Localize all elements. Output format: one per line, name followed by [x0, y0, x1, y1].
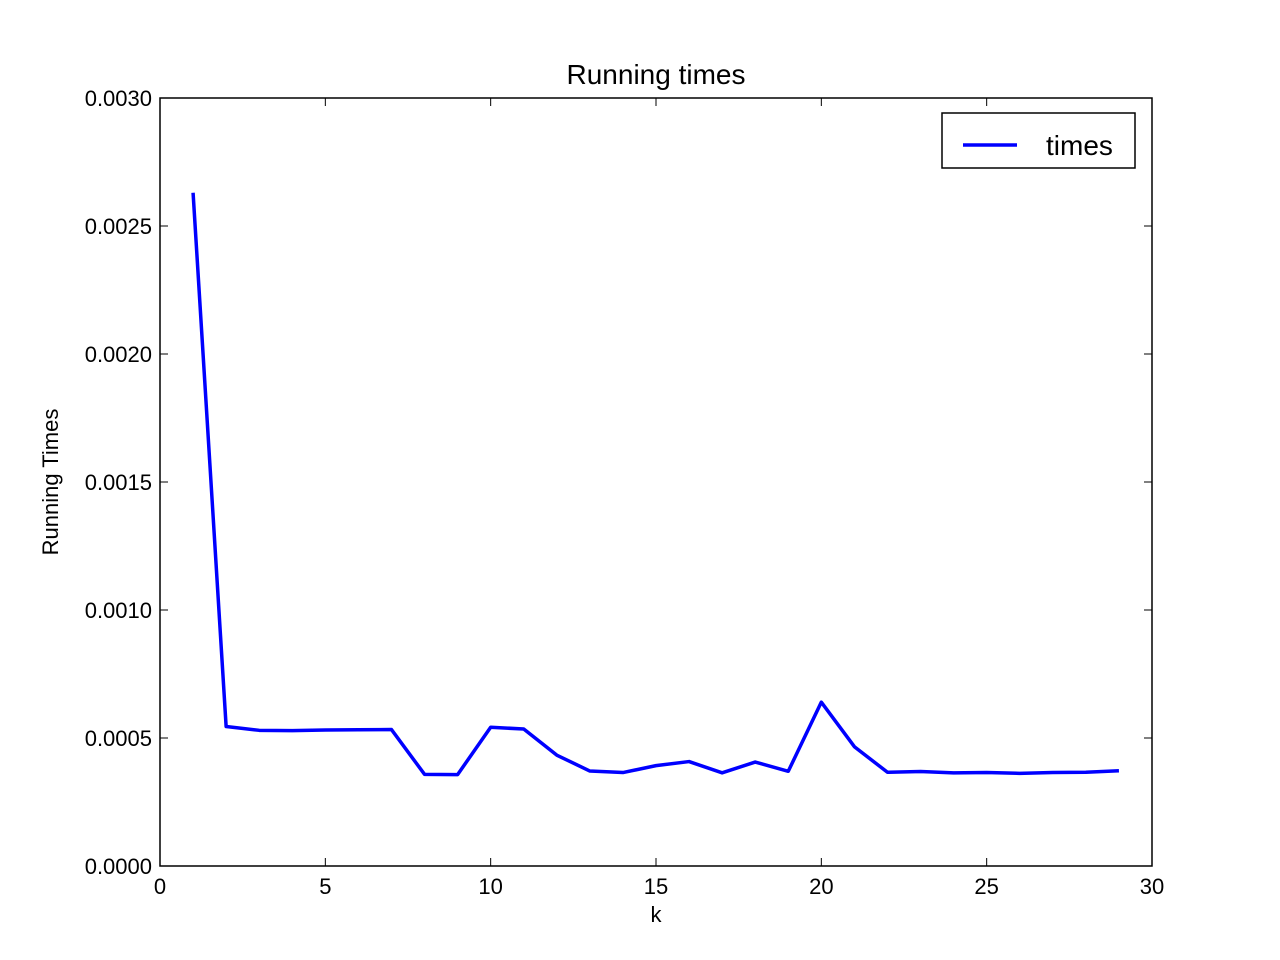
y-tick-label: 0.0005 [85, 726, 152, 751]
x-tick-label: 5 [319, 874, 331, 899]
legend-label-times: times [1046, 130, 1113, 161]
x-tick-label: 15 [644, 874, 668, 899]
series-group [191, 192, 1120, 777]
x-tick-label: 30 [1140, 874, 1164, 899]
y-tick-label: 0.0010 [85, 598, 152, 623]
legend: times [941, 112, 1136, 169]
y-tick-label: 0.0030 [85, 86, 152, 111]
axis-ticks: 0 5 10 15 20 25 30 0.0000 0.0005 0.0010 0.0015 0.00… [85, 86, 1165, 899]
series-line-times [191, 192, 1120, 777]
y-axis-label: Running Times [38, 409, 63, 556]
x-tick-label: 0 [154, 874, 166, 899]
x-tick-label: 25 [974, 874, 998, 899]
y-tick-label: 0.0025 [85, 214, 152, 239]
x-tick-label: 10 [478, 874, 502, 899]
x-tick-label: 20 [809, 874, 833, 899]
legend-box [941, 112, 1136, 169]
plot-frame [159, 97, 1153, 867]
x-axis-label: k [651, 902, 663, 927]
chart-title: Running times [567, 59, 746, 90]
y-tick-label: 0.0000 [85, 854, 152, 879]
y-tick-label: 0.0020 [85, 342, 152, 367]
y-tick-label: 0.0015 [85, 470, 152, 495]
